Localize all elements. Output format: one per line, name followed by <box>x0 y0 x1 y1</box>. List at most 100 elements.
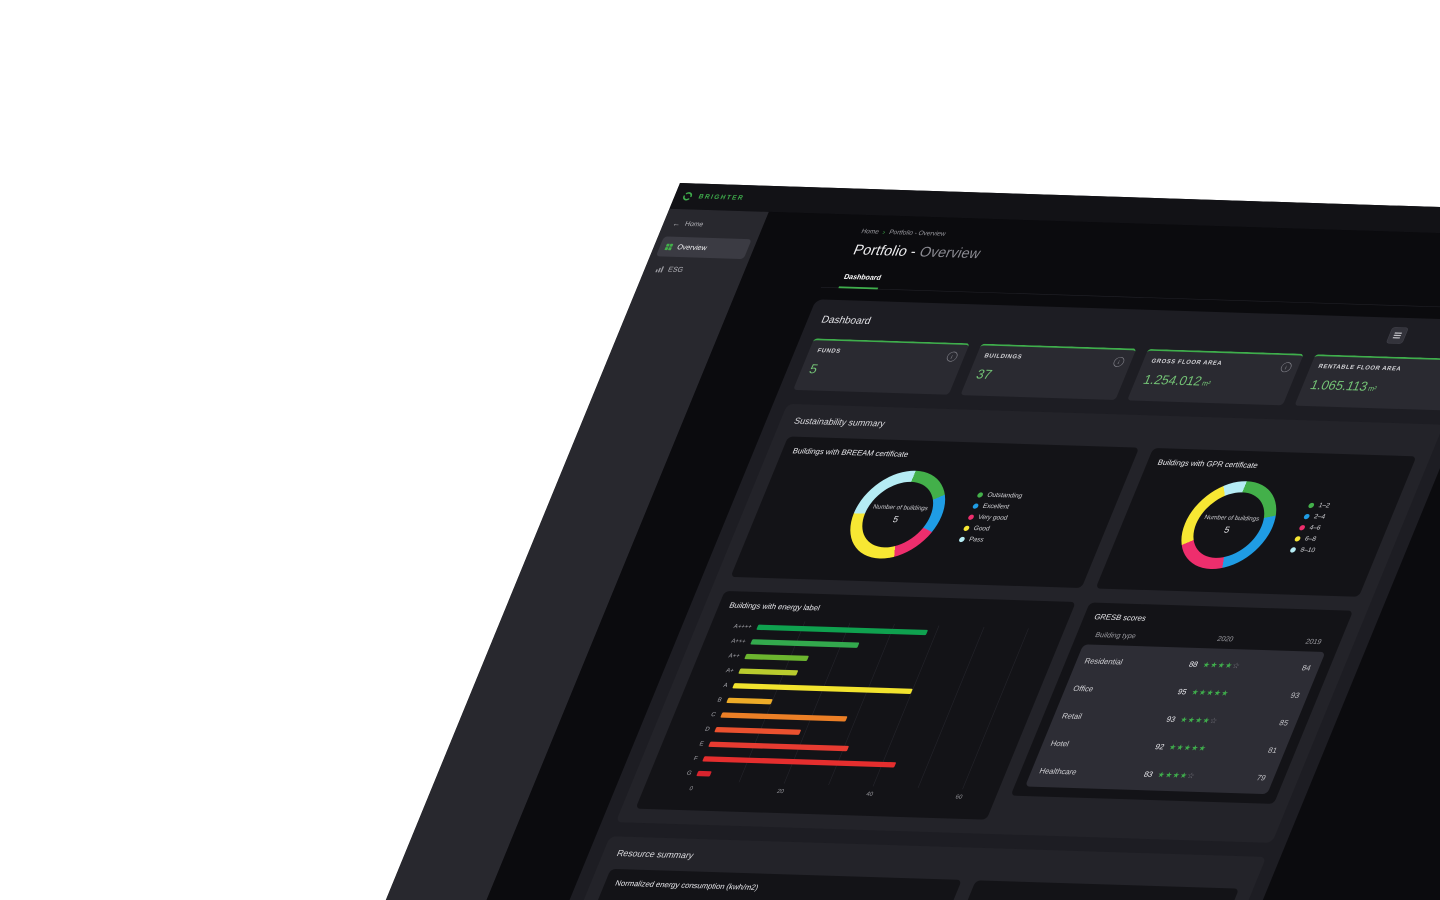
building-type: Hotel <box>1049 738 1071 749</box>
legend-dot-icon <box>1303 513 1311 520</box>
score-2020: 83 ★★★★☆ <box>1142 769 1197 780</box>
kpi-value: 1.254.012m² <box>1141 371 1213 389</box>
resource-summary-panel: Resource summary Normalized energy consu… <box>547 836 1267 900</box>
building-type: Healthcare <box>1037 766 1079 777</box>
legend-item[interactable]: Good <box>962 524 1010 532</box>
kpi-card-rentable-floor-area: RENTABLE FLOOR AREA i 1.065.113m² <box>1294 354 1440 411</box>
bar-category-label: B <box>716 696 723 704</box>
legend-item[interactable]: 2–4 <box>1303 513 1330 521</box>
bar <box>738 668 799 676</box>
bar-category-label: G <box>685 769 693 777</box>
bar-category-label: D <box>703 726 711 733</box>
legend-label: 6–8 <box>1303 535 1318 543</box>
breadcrumb-current: Portfolio - Overview <box>887 228 947 238</box>
legend-label: Outstanding <box>986 491 1024 500</box>
star-rating: ★★★★★ <box>1190 687 1231 698</box>
bar-chart-icon <box>655 265 666 273</box>
brighter-logo-icon <box>680 191 695 202</box>
legend-dot-icon <box>962 525 971 531</box>
legend-label: Very good <box>976 513 1009 522</box>
score-2019: 85 <box>1277 718 1290 728</box>
bar-category-label: A+++ <box>729 637 747 645</box>
bar <box>726 697 774 705</box>
building-type: Retail <box>1060 711 1084 721</box>
kpi-row: FUNDS i 5 BUILDINGS i 37 GROSS FLOOR ARE… <box>793 338 1440 411</box>
bar-category-label: A <box>722 682 729 689</box>
app-bar: BRIGHTER <box>669 183 1440 243</box>
sidebar-back-home[interactable]: ← Home <box>664 214 761 240</box>
breadcrumb-home[interactable]: Home <box>860 227 881 236</box>
page-title-primary: Portfolio - <box>850 241 920 260</box>
chart-title: GRESB scores <box>1092 612 1148 623</box>
kpi-label: FUNDS <box>816 347 842 355</box>
score-2019: 84 <box>1300 663 1313 673</box>
bar-category-label: C <box>709 711 717 719</box>
star-rating: ★★★★☆ <box>1178 714 1220 725</box>
grid-icon <box>664 243 675 251</box>
legend-dot-icon <box>1298 524 1307 531</box>
bar-category-label: A+ <box>724 667 735 675</box>
brand-name: BRIGHTER <box>697 193 746 202</box>
bar <box>750 639 860 648</box>
bar <box>732 683 913 694</box>
chart-legend: Outstanding Excellent Very good Good Pass <box>958 491 1024 544</box>
legend-item[interactable]: 8–10 <box>1289 546 1316 554</box>
kpi-label: BUILDINGS <box>983 352 1024 361</box>
sidebar-item-esg[interactable]: ESG <box>647 259 743 282</box>
x-tick-label: 40 <box>865 791 875 798</box>
legend-dot-icon <box>1289 546 1297 553</box>
legend-dot-icon <box>971 503 980 509</box>
building-type: Residential <box>1083 656 1125 667</box>
donut-center-label: Number of buildings 5 <box>1203 513 1261 536</box>
bar-category-label: F <box>692 755 699 762</box>
sidebar: ← Home Overview <box>344 208 769 900</box>
score-2020: 95 ★★★★★ <box>1176 687 1231 698</box>
star-rating: ★★★★★ <box>1167 742 1209 753</box>
kpi-card-funds: FUNDS i 5 <box>793 338 970 395</box>
tab-dashboard[interactable]: Dashboard <box>838 272 884 290</box>
legend-label: Pass <box>967 535 985 544</box>
legend-item[interactable]: Very good <box>967 513 1015 522</box>
column-2019: 2019 <box>1304 637 1324 646</box>
arrow-left-icon: ← <box>671 218 683 228</box>
legend-item[interactable]: 6–8 <box>1294 535 1321 543</box>
legend-dot-icon <box>1294 535 1302 542</box>
bar-category-label: A++++ <box>732 623 753 631</box>
bar-category-label: A++ <box>727 652 741 660</box>
legend-item[interactable]: 1–2 <box>1307 502 1334 510</box>
chart-title <box>983 890 1225 898</box>
legend-item[interactable]: Outstanding <box>976 491 1024 500</box>
legend-label: 1–2 <box>1317 501 1332 510</box>
x-tick-label: 60 <box>954 793 964 801</box>
bar <box>708 741 849 752</box>
kpi-value: 37 <box>974 366 995 382</box>
chart-legend: 1–2 2–4 4–6 6–8 8–10 <box>1289 502 1334 554</box>
legend-label: 2–4 <box>1312 513 1327 521</box>
legend-item[interactable]: Excellent <box>971 502 1020 510</box>
score-2019: 81 <box>1266 745 1279 755</box>
building-type: Office <box>1071 683 1096 694</box>
bar <box>696 770 712 777</box>
column-2020: 2020 <box>1215 634 1235 644</box>
page-title-secondary: Overview <box>916 244 984 262</box>
sidebar-item-overview[interactable]: Overview <box>655 236 752 260</box>
bar <box>720 712 848 722</box>
gresb-table-body: Residential 88 ★★★★☆ 84 Office 95 ★★★★★ 93 Retai… <box>1025 644 1326 795</box>
x-tick-label: 20 <box>775 788 785 795</box>
back-label: Home <box>683 220 705 228</box>
legend-item[interactable]: 4–6 <box>1298 524 1325 532</box>
bar-category-label: E <box>698 740 705 748</box>
breeam-donut-chart: Buildings with BREEAM certificate Number… <box>730 436 1140 588</box>
kpi-value: 5 <box>807 361 821 377</box>
star-outline-icon: ☆ <box>1208 715 1220 725</box>
donut-center-label: Number of buildings 5 <box>871 503 930 525</box>
legend-item[interactable]: Pass <box>958 536 1006 544</box>
sidebar-item-label: ESG <box>666 265 685 274</box>
dashboard-screen: BRIGHTER ← Home <box>344 183 1440 900</box>
kpi-label: GROSS FLOOR AREA <box>1150 357 1224 367</box>
star-rating: ★★★★☆ <box>1201 659 1243 670</box>
legend-dot-icon <box>976 491 984 498</box>
legend-label: 4–6 <box>1308 524 1322 532</box>
bar <box>756 624 929 636</box>
